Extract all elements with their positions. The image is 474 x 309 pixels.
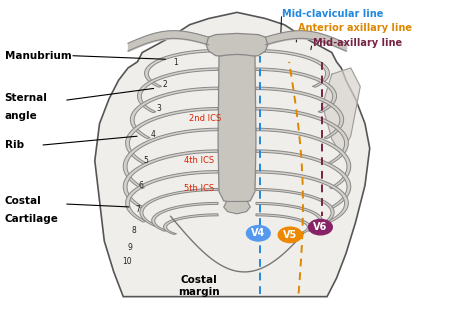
Text: Mid-clavicular line: Mid-clavicular line [282,9,383,19]
Text: V6: V6 [313,222,328,232]
Text: 2nd ICS: 2nd ICS [189,113,221,123]
Polygon shape [256,188,334,226]
Polygon shape [218,54,256,203]
Polygon shape [126,108,218,164]
Circle shape [278,227,302,243]
Text: 8: 8 [131,226,136,235]
Text: 3: 3 [156,104,161,113]
Text: 5: 5 [144,155,148,165]
Polygon shape [123,128,218,189]
Text: Costal: Costal [5,197,42,206]
Text: Manubrium: Manubrium [5,51,72,61]
Polygon shape [256,128,351,189]
Text: 7: 7 [135,205,140,214]
Polygon shape [224,201,250,214]
Text: 9: 9 [128,243,133,252]
Polygon shape [256,171,348,222]
Polygon shape [256,202,322,231]
Polygon shape [322,68,360,154]
Polygon shape [152,202,218,231]
Text: Anterior axillary line: Anterior axillary line [298,23,412,33]
Text: 2: 2 [163,79,167,89]
Polygon shape [256,108,348,164]
Polygon shape [140,188,218,226]
Text: angle: angle [5,111,37,121]
Text: Sternal: Sternal [5,93,47,103]
Text: 4: 4 [150,130,155,139]
Polygon shape [256,214,310,235]
Text: Rib: Rib [5,140,24,150]
Text: 5th ICS: 5th ICS [184,184,214,193]
Text: V4: V4 [251,228,265,238]
Polygon shape [256,150,351,208]
Text: 10: 10 [122,256,132,266]
Text: V5: V5 [283,230,297,240]
Circle shape [246,226,270,241]
Polygon shape [256,49,329,87]
Polygon shape [126,171,218,222]
Polygon shape [123,150,218,208]
Text: Mid-axillary line: Mid-axillary line [313,38,402,48]
Polygon shape [145,49,218,87]
Polygon shape [256,87,344,139]
Text: Cartilage: Cartilage [5,214,59,224]
Text: Costal
margin: Costal margin [178,275,220,297]
Polygon shape [95,12,370,297]
Circle shape [309,219,332,235]
Polygon shape [206,33,268,58]
Text: 4th ICS: 4th ICS [184,156,214,165]
Polygon shape [164,214,218,235]
Polygon shape [137,68,218,112]
Text: 6: 6 [139,181,144,190]
Polygon shape [256,68,337,112]
Text: 1: 1 [173,58,178,67]
Polygon shape [130,87,218,139]
